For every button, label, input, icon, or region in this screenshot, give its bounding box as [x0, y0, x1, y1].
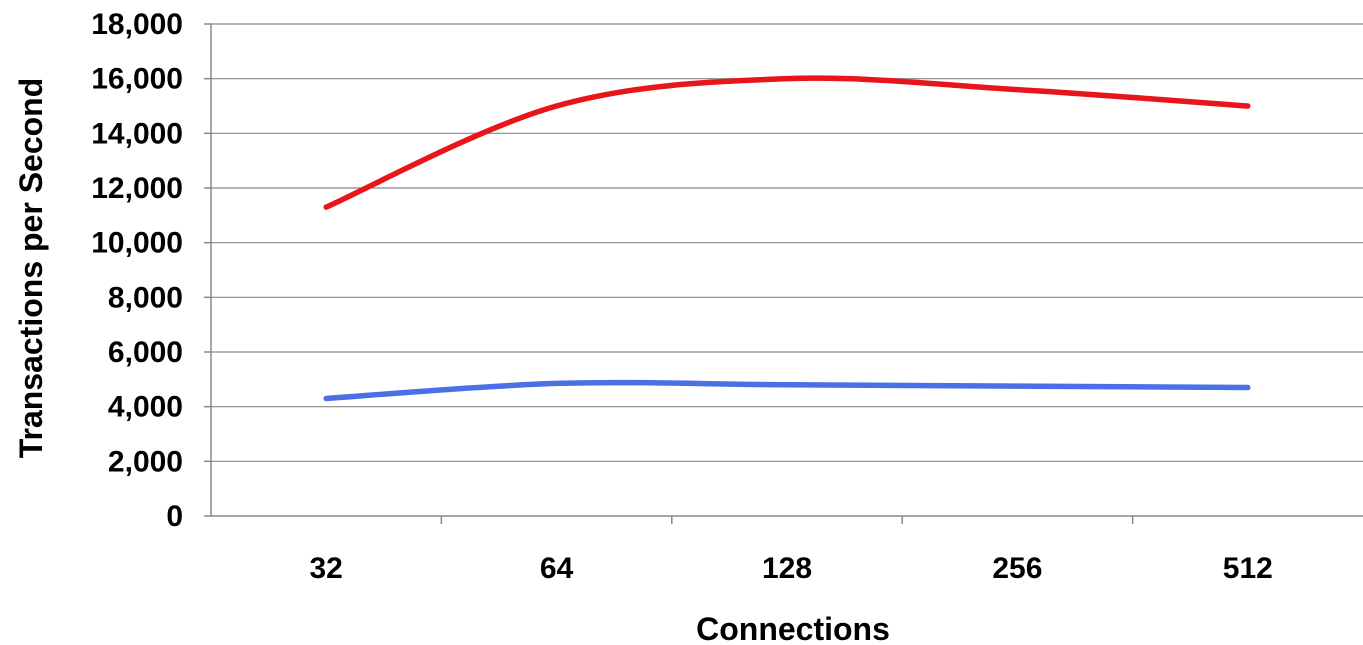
y-tick-label: 12,000 [91, 172, 183, 205]
y-tick-label: 8,000 [108, 281, 183, 314]
y-tick-label: 14,000 [91, 117, 183, 150]
x-tick-label: 128 [762, 552, 812, 585]
x-axis-ticks: 32 64 128 256 512 [310, 516, 1273, 585]
y-tick-label: 18,000 [91, 8, 183, 41]
series-group [323, 75, 1251, 402]
y-axis-title: Transactions per Second [13, 78, 49, 459]
y-tick-label: 6,000 [108, 336, 183, 369]
x-axis-title: Connections [696, 611, 890, 645]
series-line-2 [323, 379, 1251, 402]
series-line-1 [323, 75, 1251, 210]
y-tick-label: 0 [166, 500, 183, 533]
x-tick-label: 512 [1223, 552, 1273, 585]
y-tick-label: 4,000 [108, 391, 183, 424]
y-axis-ticks: 0 2,000 4,000 6,000 8,000 10,000 12,000 14,000 1… [91, 8, 211, 533]
y-tick-label: 10,000 [91, 227, 183, 260]
x-tick-label: 64 [540, 552, 574, 585]
y-tick-label: 2,000 [108, 445, 183, 478]
x-tick-label: 32 [310, 552, 343, 585]
y-tick-label: 16,000 [91, 63, 183, 96]
gridlines [211, 23, 1363, 462]
axes [210, 24, 1363, 517]
x-tick-label: 256 [992, 552, 1042, 585]
